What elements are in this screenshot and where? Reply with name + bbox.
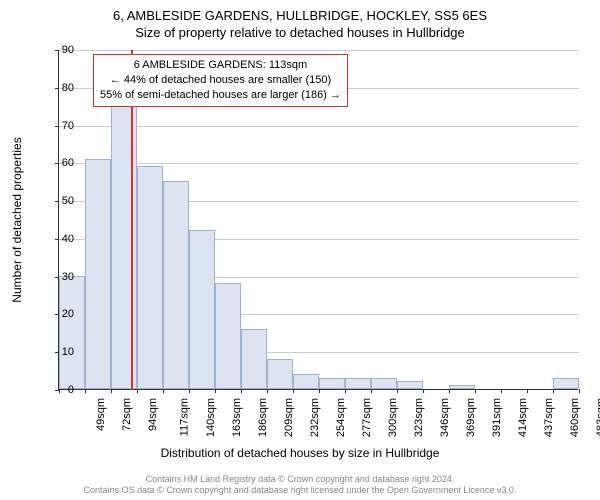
x-tick-label: 323sqm [413, 398, 425, 437]
x-tick-label: 483sqm [595, 398, 600, 437]
histogram-bar [59, 276, 85, 389]
plot-region: 6 AMBLESIDE GARDENS: 113sqm← 44% of deta… [58, 50, 578, 390]
chart-title-main: 6, AMBLESIDE GARDENS, HULLBRIDGE, HOCKLE… [0, 0, 600, 23]
x-tick-mark [501, 389, 502, 393]
x-tick-label: 460sqm [569, 398, 581, 437]
y-axis-label: Number of detached properties [10, 137, 24, 302]
histogram-bar [267, 359, 293, 389]
x-tick-label: 117sqm [178, 398, 190, 436]
y-tick-label: 30 [46, 271, 74, 283]
x-tick-mark [423, 389, 424, 393]
y-tick-label: 50 [46, 195, 74, 207]
y-tick-label: 90 [46, 44, 74, 56]
infobox-line: 6 AMBLESIDE GARDENS: 113sqm [100, 58, 341, 73]
footer-line-1: Contains HM Land Registry data © Crown c… [0, 474, 600, 485]
x-tick-label: 254sqm [335, 398, 347, 437]
x-tick-label: 437sqm [543, 398, 555, 437]
chart-title-sub: Size of property relative to detached ho… [0, 23, 600, 40]
x-tick-label: 414sqm [517, 398, 529, 437]
histogram-bar [137, 166, 163, 389]
x-tick-mark [137, 389, 138, 393]
infobox-line: ← 44% of detached houses are smaller (15… [100, 73, 341, 88]
histogram-bar [241, 329, 267, 389]
y-tick-label: 40 [46, 233, 74, 245]
x-tick-mark [475, 389, 476, 393]
x-tick-label: 163sqm [231, 398, 243, 437]
x-tick-label: 186sqm [257, 398, 269, 437]
chart-container: 6, AMBLESIDE GARDENS, HULLBRIDGE, HOCKLE… [0, 0, 600, 500]
x-tick-label: 369sqm [465, 398, 477, 437]
histogram-bar [215, 283, 241, 389]
x-tick-label: 209sqm [283, 398, 295, 437]
histogram-bar [189, 230, 215, 389]
footer-attribution: Contains HM Land Registry data © Crown c… [0, 474, 600, 497]
x-tick-mark [111, 389, 112, 393]
y-tick-label: 80 [46, 82, 74, 94]
x-tick-mark [293, 389, 294, 393]
x-axis-label: Distribution of detached houses by size … [0, 446, 600, 460]
x-tick-label: 49sqm [95, 398, 107, 431]
x-tick-label: 140sqm [205, 398, 217, 437]
x-tick-mark [397, 389, 398, 393]
x-tick-label: 391sqm [491, 398, 503, 437]
x-tick-label: 346sqm [439, 398, 451, 437]
x-tick-mark [215, 389, 216, 393]
x-tick-label: 277sqm [361, 398, 373, 437]
histogram-bar [319, 378, 345, 389]
histogram-bar [293, 374, 319, 389]
grid-line [59, 50, 579, 51]
histogram-bar [163, 181, 189, 389]
x-tick-mark [85, 389, 86, 393]
y-tick-label: 70 [46, 120, 74, 132]
y-tick-label: 10 [46, 346, 74, 358]
x-tick-mark [163, 389, 164, 393]
infobox-line: 55% of semi-detached houses are larger (… [100, 88, 341, 103]
x-tick-mark [527, 389, 528, 393]
x-tick-label: 72sqm [121, 398, 133, 431]
x-tick-mark [241, 389, 242, 393]
y-tick-label: 0 [46, 384, 74, 396]
histogram-bar [345, 378, 371, 389]
histogram-bar [553, 378, 579, 389]
chart-plot-area: 6 AMBLESIDE GARDENS: 113sqm← 44% of deta… [58, 50, 578, 390]
grid-line [59, 163, 579, 164]
x-tick-mark [449, 389, 450, 393]
histogram-bar [85, 159, 111, 389]
y-tick-label: 20 [46, 308, 74, 320]
x-tick-mark [189, 389, 190, 393]
histogram-bar [449, 385, 475, 389]
x-tick-mark [371, 389, 372, 393]
histogram-bar [371, 378, 397, 389]
x-tick-label: 94sqm [147, 398, 159, 431]
x-tick-mark [579, 389, 580, 393]
grid-line [59, 126, 579, 127]
x-tick-label: 300sqm [387, 398, 399, 437]
marker-infobox: 6 AMBLESIDE GARDENS: 113sqm← 44% of deta… [93, 54, 348, 107]
x-tick-mark [319, 389, 320, 393]
x-tick-mark [553, 389, 554, 393]
histogram-bar [397, 381, 423, 389]
x-tick-mark [267, 389, 268, 393]
footer-line-2: Contains OS data © Crown copyright and d… [0, 485, 600, 496]
y-tick-label: 60 [46, 157, 74, 169]
x-tick-label: 232sqm [309, 398, 321, 437]
x-tick-mark [345, 389, 346, 393]
